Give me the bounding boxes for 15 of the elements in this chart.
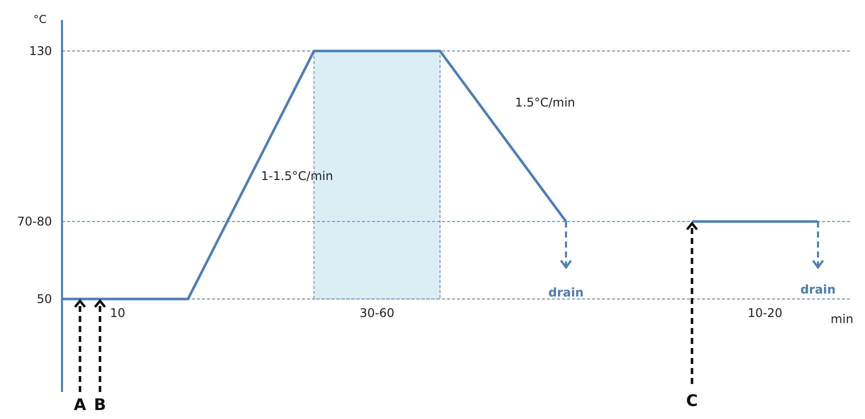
annotation: 1.5°C/min	[515, 95, 576, 110]
annotation: drain	[800, 282, 836, 296]
y-tick-label: 70-80	[17, 214, 52, 229]
text: A	[74, 395, 87, 414]
annotation: C	[686, 391, 698, 410]
y-axis-title: °C	[33, 13, 47, 26]
annotation: 1-1.5°C/min	[261, 169, 334, 183]
text: B	[94, 395, 106, 414]
y-tick-label: 50	[36, 292, 52, 306]
annotation: drain	[548, 286, 584, 300]
y-tick-label: 130	[29, 44, 52, 58]
annotation: 10	[110, 306, 126, 320]
annotation: 10-20	[748, 306, 782, 320]
x-axis-title: min	[830, 312, 854, 326]
annotation: 30-60	[360, 306, 394, 320]
